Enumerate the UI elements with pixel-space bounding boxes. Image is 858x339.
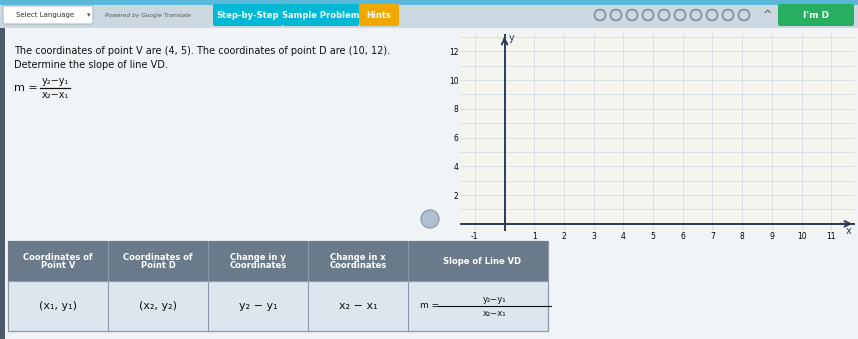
Text: y₂−y₁: y₂−y₁ xyxy=(41,76,69,86)
Circle shape xyxy=(421,210,439,228)
Text: m =: m = xyxy=(420,301,439,311)
Text: The coordinates of point V are (4, 5). The coordinates of point D are (10, 12).: The coordinates of point V are (4, 5). T… xyxy=(14,46,390,56)
Text: Hints: Hints xyxy=(366,11,391,20)
Text: Step-by-Step: Step-by-Step xyxy=(217,11,279,20)
FancyBboxPatch shape xyxy=(213,4,283,26)
Text: x₂−x₁: x₂−x₁ xyxy=(41,90,69,100)
FancyBboxPatch shape xyxy=(0,0,858,5)
Text: (x₂, y₂): (x₂, y₂) xyxy=(139,301,177,311)
Text: Point D: Point D xyxy=(141,260,175,270)
FancyBboxPatch shape xyxy=(3,6,93,24)
Text: x₂−x₁: x₂−x₁ xyxy=(483,308,506,318)
Text: Change in x: Change in x xyxy=(330,253,386,261)
FancyBboxPatch shape xyxy=(0,0,858,28)
FancyBboxPatch shape xyxy=(359,4,399,26)
FancyBboxPatch shape xyxy=(283,4,359,26)
Text: Sample Problem: Sample Problem xyxy=(282,11,360,20)
Text: Coordinates: Coordinates xyxy=(229,260,287,270)
Text: y: y xyxy=(509,33,515,43)
Text: Powered by Google Translate: Powered by Google Translate xyxy=(105,13,191,18)
FancyBboxPatch shape xyxy=(0,28,5,339)
Text: ^: ^ xyxy=(764,10,773,20)
Text: Coordinates: Coordinates xyxy=(329,260,387,270)
Text: Slope of Line VD: Slope of Line VD xyxy=(443,257,521,265)
Text: Determine the slope of line VD.: Determine the slope of line VD. xyxy=(14,60,168,70)
Text: x: x xyxy=(846,226,852,236)
Text: I'm D: I'm D xyxy=(803,11,829,20)
Text: y₂−y₁: y₂−y₁ xyxy=(483,295,506,303)
Text: ▾: ▾ xyxy=(88,12,91,18)
Text: x₂ − x₁: x₂ − x₁ xyxy=(339,301,378,311)
Text: (x₁, y₁): (x₁, y₁) xyxy=(39,301,77,311)
Text: Coordinates of: Coordinates of xyxy=(23,253,93,261)
Text: Select Language: Select Language xyxy=(16,12,74,18)
FancyBboxPatch shape xyxy=(8,241,548,281)
Text: Point V: Point V xyxy=(41,260,76,270)
FancyBboxPatch shape xyxy=(0,28,430,339)
FancyBboxPatch shape xyxy=(778,4,854,26)
Text: y₂ − y₁: y₂ − y₁ xyxy=(239,301,277,311)
FancyBboxPatch shape xyxy=(8,241,548,331)
FancyBboxPatch shape xyxy=(430,28,858,339)
Text: m =: m = xyxy=(14,83,38,93)
Text: Coordinates of: Coordinates of xyxy=(124,253,193,261)
Text: Change in y: Change in y xyxy=(230,253,286,261)
